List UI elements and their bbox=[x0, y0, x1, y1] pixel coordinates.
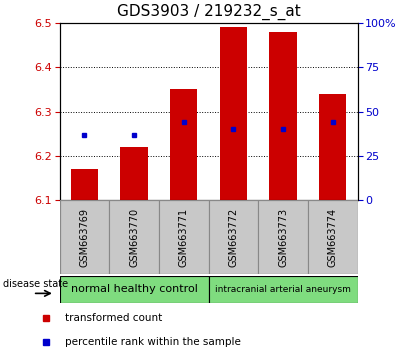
Text: percentile rank within the sample: percentile rank within the sample bbox=[65, 337, 241, 347]
Text: normal healthy control: normal healthy control bbox=[71, 284, 198, 295]
Bar bbox=[71, 169, 98, 200]
Bar bbox=[208, 276, 358, 303]
Bar bbox=[60, 276, 209, 303]
Bar bbox=[308, 200, 358, 274]
Text: GSM663771: GSM663771 bbox=[179, 207, 189, 267]
Text: transformed count: transformed count bbox=[65, 313, 162, 323]
Bar bbox=[220, 28, 247, 200]
Text: disease state: disease state bbox=[3, 279, 68, 289]
Text: GSM663770: GSM663770 bbox=[129, 207, 139, 267]
Bar bbox=[319, 94, 346, 200]
Text: GSM663774: GSM663774 bbox=[328, 207, 338, 267]
Text: GSM663769: GSM663769 bbox=[79, 208, 90, 267]
Bar bbox=[109, 200, 159, 274]
Bar bbox=[159, 200, 208, 274]
Bar bbox=[170, 90, 197, 200]
Text: GSM663773: GSM663773 bbox=[278, 207, 288, 267]
Title: GDS3903 / 219232_s_at: GDS3903 / 219232_s_at bbox=[117, 4, 300, 20]
Text: GSM663772: GSM663772 bbox=[229, 207, 238, 267]
Bar bbox=[208, 200, 258, 274]
Bar bbox=[120, 147, 148, 200]
Bar bbox=[258, 200, 308, 274]
Text: intracranial arterial aneurysm: intracranial arterial aneurysm bbox=[215, 285, 351, 294]
Bar bbox=[60, 200, 109, 274]
Bar bbox=[270, 32, 297, 200]
